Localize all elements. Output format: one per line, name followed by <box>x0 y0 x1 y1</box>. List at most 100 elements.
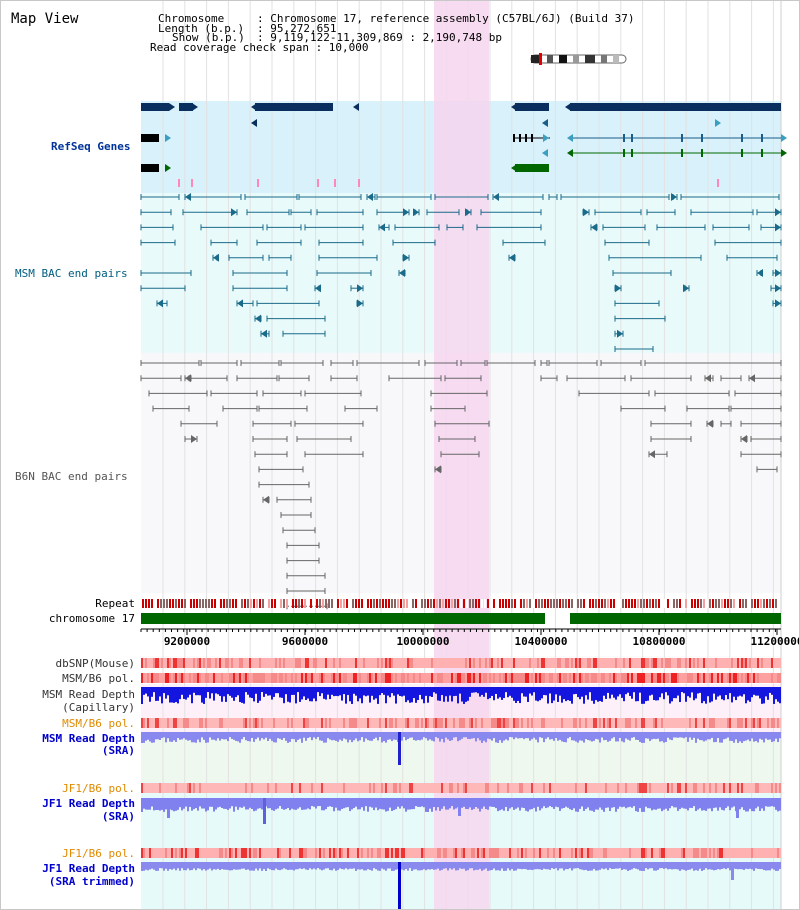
jf1-trim-depth-bar <box>483 862 485 870</box>
jf1-sra-depth-bar <box>767 798 769 807</box>
dbsnp-row-cell <box>225 658 227 668</box>
dbsnp-row-cell <box>157 658 159 668</box>
repeat-mark <box>232 599 234 608</box>
msm-pol2-row-cell <box>303 718 305 728</box>
msm-cap-depth-bar <box>703 687 705 702</box>
jf1-trim-depth-bar <box>679 862 681 871</box>
msm-cap-depth-bar <box>649 687 651 696</box>
msm-pol-row-cell <box>381 673 383 683</box>
jf1-sra-depth-bar <box>403 798 405 809</box>
dbsnp-row-cell <box>559 658 561 668</box>
msm-sra-depth-bar <box>217 732 219 739</box>
jf1-pol2-row-cell <box>143 848 145 858</box>
msm-cap-depth-bar <box>259 687 261 701</box>
msm-pol-row-cell <box>331 673 333 683</box>
msm-bac-track[interactable] <box>140 193 782 352</box>
msm-sra-depth-bar <box>453 732 455 738</box>
jf1-pol2-row-cell <box>289 848 291 858</box>
msm-sra-depth-bar <box>283 732 285 738</box>
jf1-trim-depth-bar <box>229 862 231 871</box>
track-label-jf1-depth-trim-sub: (SRA trimmed) <box>49 875 135 888</box>
msm-cap-depth-bar <box>269 687 271 696</box>
msm-pol2-row-cell <box>417 718 419 728</box>
msm-cap-depth-bar <box>323 687 325 699</box>
msm-cap-depth-bar <box>309 687 311 702</box>
msm-cap-depth-bar <box>739 687 741 696</box>
msm-sra-depth-bar <box>225 732 227 740</box>
dbsnp-row-cell <box>295 658 297 668</box>
jf1-trim-depth-bar <box>189 862 191 871</box>
refseq-genes-track[interactable] <box>141 103 787 187</box>
msm-cap-depth-bar <box>245 687 247 693</box>
jf1-pol2-row-cell <box>397 848 399 858</box>
msm-sra-depth-bar <box>471 732 473 739</box>
msm-cap-depth-bar <box>407 687 409 701</box>
msm-pol2-row-cell <box>325 718 327 728</box>
msm-sra-depth-bar <box>519 732 521 739</box>
repeat-mark <box>154 599 156 608</box>
jf1-pol2-row-cell <box>219 848 221 858</box>
jf1-pol2-row-cell <box>713 848 715 858</box>
jf1-pol-row-cell <box>641 783 643 793</box>
repeat-mark <box>586 599 588 608</box>
msm-pol-row-cell <box>147 673 149 683</box>
dbsnp-row-cell <box>645 658 647 668</box>
msm-pol-row-cell <box>439 673 441 683</box>
repeat-mark <box>445 599 447 608</box>
jf1-pol-row-cell <box>251 783 253 793</box>
dbsnp-row-cell <box>241 658 243 668</box>
chromosome-ideogram[interactable] <box>530 53 627 65</box>
msm-sra-depth-bar <box>579 732 581 741</box>
msm-pol-row-cell <box>573 673 575 683</box>
repeat-mark <box>721 599 723 608</box>
highlight-region[interactable] <box>434 1 489 910</box>
msm-pol2-row-cell <box>727 718 729 728</box>
arrow-left-icon <box>315 284 321 293</box>
arrow-right-icon <box>231 208 237 217</box>
repeat-mark <box>610 599 612 608</box>
variation-tracks[interactable] <box>141 658 781 910</box>
jf1-trim-depth-bar <box>411 862 413 871</box>
msm-pol-row-cell <box>549 673 551 683</box>
dbsnp-row-cell <box>325 658 327 668</box>
jf1-trim-depth-bar <box>195 862 197 871</box>
jf1-pol-row-cell <box>709 783 711 793</box>
dbsnp-row-cell <box>385 658 387 668</box>
jf1-sra-depth-bar <box>215 798 217 810</box>
b6n-bac-track[interactable] <box>140 360 782 625</box>
dbsnp-row-cell <box>175 658 177 668</box>
jf1-pol2-row-cell <box>175 848 177 858</box>
msm-sra-depth-bar <box>315 732 317 739</box>
jf1-pol2-row-cell <box>697 848 699 858</box>
msm-cap-depth-bar <box>481 687 483 695</box>
msm-cap-depth-bar <box>487 687 489 700</box>
msm-sra-depth-bar <box>725 732 727 739</box>
jf1-sra-depth-bar <box>619 798 621 807</box>
msm-sra-depth-bar <box>153 732 155 743</box>
jf1-trim-depth-bar <box>247 862 249 870</box>
jf1-trim-depth-bar <box>671 862 673 870</box>
chromosome-bar[interactable] <box>141 613 781 624</box>
repeat-mark <box>265 599 267 608</box>
repeat-mark <box>718 599 720 608</box>
msm-sra-depth-bar <box>613 732 615 738</box>
jf1-sra-depth-bar <box>439 798 441 811</box>
jf1-pol-row-cell <box>385 783 387 793</box>
jf1-sra-depth-bar <box>509 798 511 809</box>
jf1-pol-row-cell <box>441 783 443 793</box>
jf1-pol2-row-cell <box>371 848 373 858</box>
msm-cap-depth-bar <box>737 687 739 697</box>
jf1-sra-depth-bar <box>479 798 481 812</box>
jf1-trim-depth-bar <box>777 862 779 871</box>
dbsnp-row-cell <box>363 658 365 668</box>
jf1-trim-depth-bar <box>383 862 385 870</box>
jf1-sra-depth-bar <box>733 798 735 807</box>
msm-pol-row-cell <box>343 673 345 683</box>
jf1-trim-depth-bar <box>715 862 717 870</box>
arrow-right-icon <box>357 284 363 293</box>
msm-sra-depth-bar <box>247 732 249 742</box>
repeat-mark <box>760 599 762 608</box>
msm-cap-depth-bar <box>215 687 217 694</box>
repeat-track[interactable] <box>142 599 780 608</box>
